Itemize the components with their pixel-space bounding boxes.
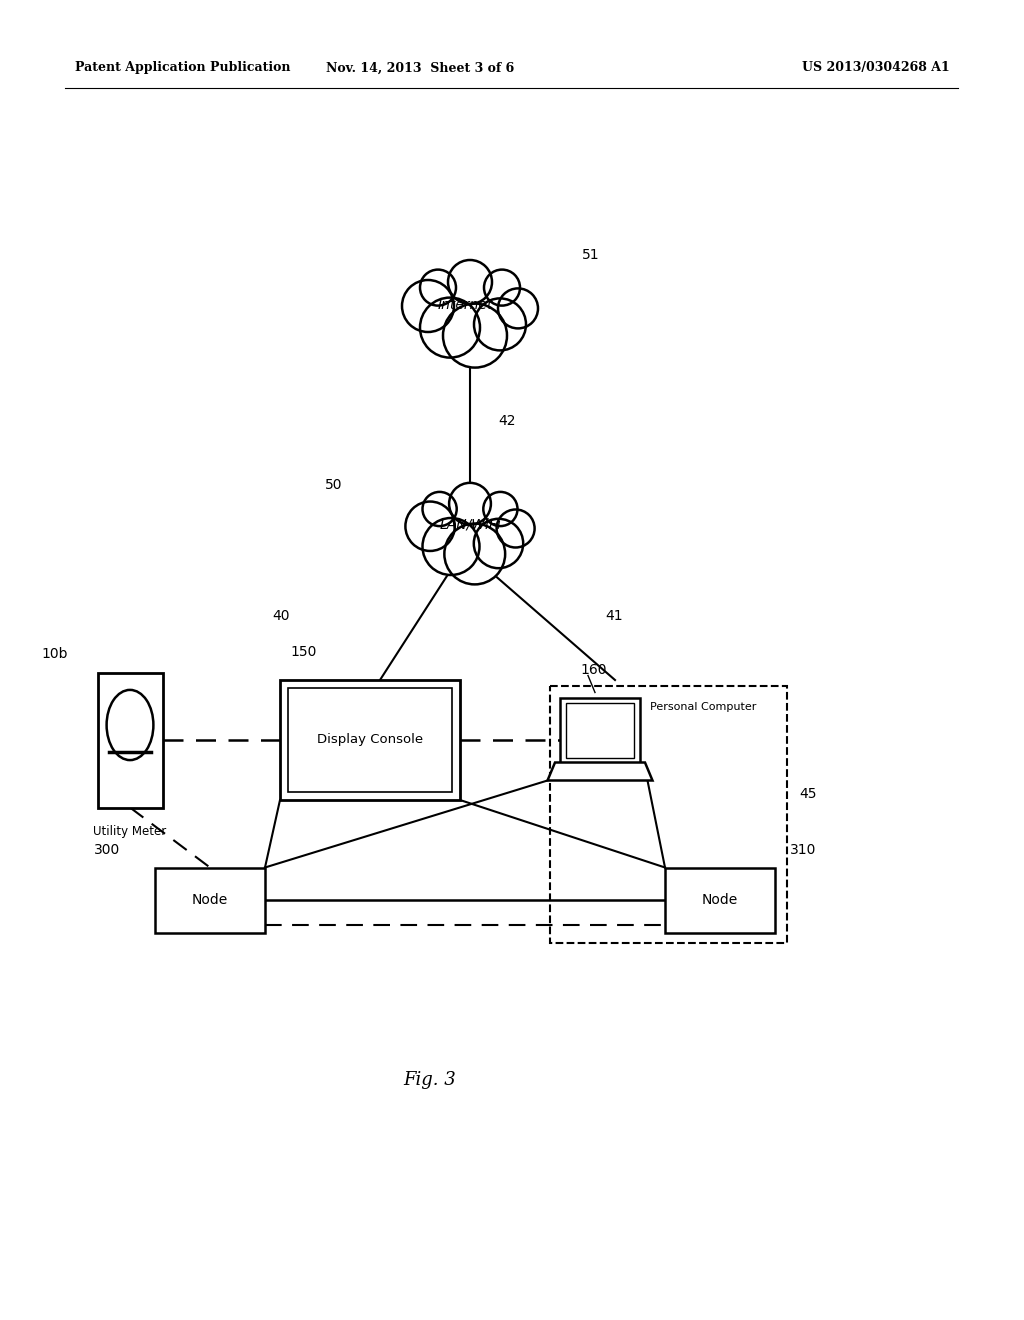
Text: 300: 300	[94, 842, 120, 857]
Circle shape	[420, 269, 456, 306]
Polygon shape	[548, 763, 652, 780]
Text: LAN/WiFi: LAN/WiFi	[439, 517, 501, 532]
Text: 310: 310	[790, 842, 816, 857]
FancyBboxPatch shape	[280, 680, 460, 800]
Circle shape	[444, 524, 505, 585]
Text: 150: 150	[290, 645, 316, 659]
Circle shape	[484, 269, 520, 306]
Text: 50: 50	[325, 478, 342, 492]
Circle shape	[423, 517, 479, 576]
FancyBboxPatch shape	[97, 672, 163, 808]
Circle shape	[474, 298, 526, 350]
Circle shape	[423, 492, 457, 527]
Circle shape	[474, 519, 523, 568]
Text: Nov. 14, 2013  Sheet 3 of 6: Nov. 14, 2013 Sheet 3 of 6	[326, 62, 514, 74]
Circle shape	[483, 492, 517, 527]
FancyBboxPatch shape	[155, 867, 265, 932]
Circle shape	[450, 483, 490, 524]
Text: Fig. 3: Fig. 3	[403, 1071, 457, 1089]
Text: 42: 42	[498, 414, 515, 429]
Text: 41: 41	[605, 609, 623, 623]
FancyBboxPatch shape	[665, 867, 775, 932]
Text: Display Console: Display Console	[317, 734, 423, 747]
Circle shape	[406, 502, 455, 550]
Circle shape	[402, 280, 454, 333]
Circle shape	[420, 297, 480, 358]
FancyBboxPatch shape	[566, 702, 634, 758]
Text: US 2013/0304268 A1: US 2013/0304268 A1	[802, 62, 950, 74]
Text: 10b: 10b	[41, 648, 68, 661]
Text: Personal Computer: Personal Computer	[650, 702, 757, 713]
Text: Node: Node	[191, 894, 228, 907]
Circle shape	[498, 288, 538, 329]
Text: 45: 45	[799, 787, 816, 801]
Text: Patent Application Publication: Patent Application Publication	[75, 62, 291, 74]
Text: Utility Meter: Utility Meter	[93, 825, 167, 838]
FancyBboxPatch shape	[560, 697, 640, 763]
Text: 51: 51	[582, 248, 600, 261]
Circle shape	[443, 304, 507, 367]
Circle shape	[497, 510, 535, 548]
Text: Internet: Internet	[437, 298, 493, 312]
Text: 40: 40	[272, 609, 290, 623]
Circle shape	[449, 260, 492, 304]
FancyBboxPatch shape	[288, 688, 452, 792]
Text: Node: Node	[701, 894, 738, 907]
Text: 160: 160	[580, 663, 606, 676]
